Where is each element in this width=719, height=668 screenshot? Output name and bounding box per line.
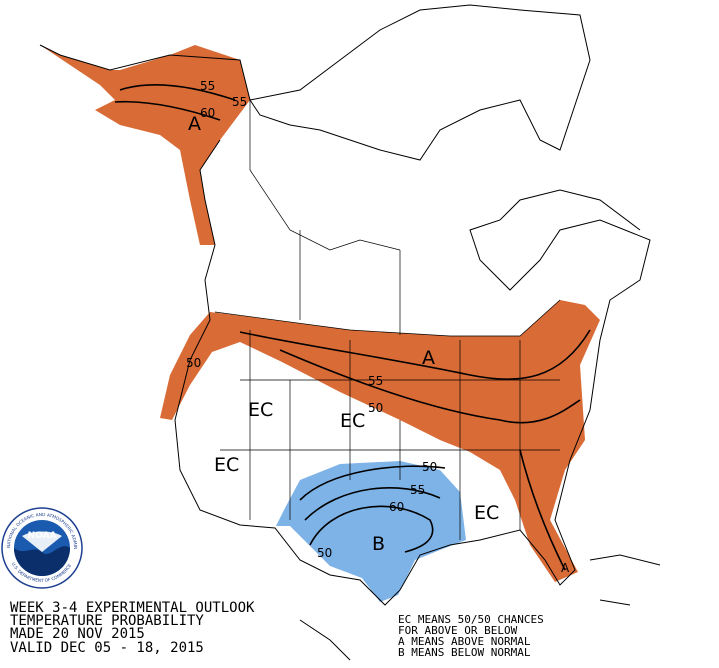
contour-label: 50	[422, 460, 437, 474]
contour-label: 50	[317, 546, 332, 560]
logo-ring-text: NATIONAL OCEANIC AND ATMOSPHERIC ADMINIS…	[0, 0, 78, 549]
title-line: MADE 20 NOV 2015	[10, 626, 145, 642]
above-region-east	[160, 300, 600, 582]
contour-label: 55	[200, 79, 215, 93]
above-region-alaska	[40, 45, 250, 245]
below-region	[276, 461, 466, 602]
contour-label: 50	[368, 401, 383, 415]
title-line: VALID DEC 05 - 18, 2015	[10, 640, 204, 656]
contour	[114, 84, 236, 121]
logo-text: NOAA	[28, 531, 57, 541]
contour-label: 60	[389, 500, 404, 514]
map-label: EC	[340, 410, 365, 432]
contour-label: 55	[232, 95, 247, 109]
contour-label: 55	[368, 374, 383, 388]
contour-label: 50	[186, 356, 201, 370]
legend-line: A MEANS ABOVE NORMAL	[398, 635, 531, 648]
contour	[299, 465, 446, 553]
map-label: A	[422, 347, 435, 369]
map-label: B	[372, 533, 385, 555]
coastline	[299, 554, 661, 661]
map-label: EC	[248, 399, 273, 421]
noaa-logo: NOAA NATIONAL OCEANIC AND ATMOSPHERIC AD…	[0, 0, 83, 589]
legend-line: EC MEANS 50/50 CHANCES	[398, 613, 544, 626]
map-label: A	[188, 113, 201, 135]
contour-label: 60	[200, 106, 215, 120]
map-label: EC	[474, 502, 499, 524]
contour	[239, 329, 591, 571]
map-label: A	[561, 561, 570, 575]
legend-line: B MEANS BELOW NORMAL	[398, 646, 531, 659]
border	[214, 100, 561, 540]
coastline	[174, 139, 651, 606]
title-line: WEEK 3-4 EXPERIMENTAL OUTLOOK	[10, 600, 255, 616]
legend-line: FOR ABOVE OR BELOW	[398, 624, 518, 637]
title-line: TEMPERATURE PROBABILITY	[10, 613, 204, 629]
coastline	[39, 4, 591, 161]
logo-ring-text: NATIONAL OCEANIC AND ATMOSPHERIC ADMINIS…	[0, 0, 78, 549]
contour-label: 55	[410, 483, 425, 497]
map-label: EC	[214, 454, 239, 476]
